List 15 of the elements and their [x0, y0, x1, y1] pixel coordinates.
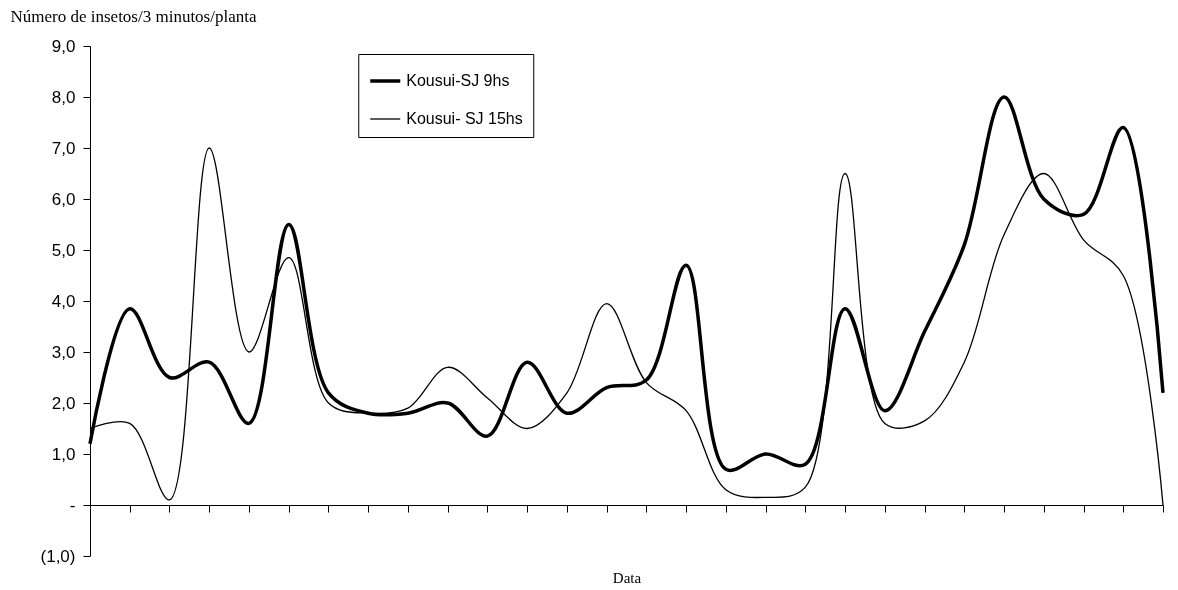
y-tick-label: (1,0) [40, 546, 76, 566]
y-tick-label: - [69, 495, 76, 515]
y-tick-label: 6,0 [51, 189, 76, 209]
y-tick-label: 9,0 [51, 36, 76, 56]
y-tick-label: 4,0 [51, 291, 76, 311]
y-tick-label: 3,0 [51, 342, 76, 362]
legend-label: Kousui- SJ 15hs [406, 110, 523, 127]
y-axis-title: Número de insetos/3 minutos/planta [10, 6, 257, 26]
y-tick-label: 7,0 [51, 138, 76, 158]
x-axis-title: Data [612, 569, 642, 586]
y-tick-label: 2,0 [51, 393, 76, 413]
legend-label: Kousui-SJ 9hs [406, 72, 510, 89]
y-tick-label: 1,0 [51, 444, 76, 464]
y-tick-label: 5,0 [51, 240, 76, 260]
y-tick-label: 8,0 [51, 87, 76, 107]
